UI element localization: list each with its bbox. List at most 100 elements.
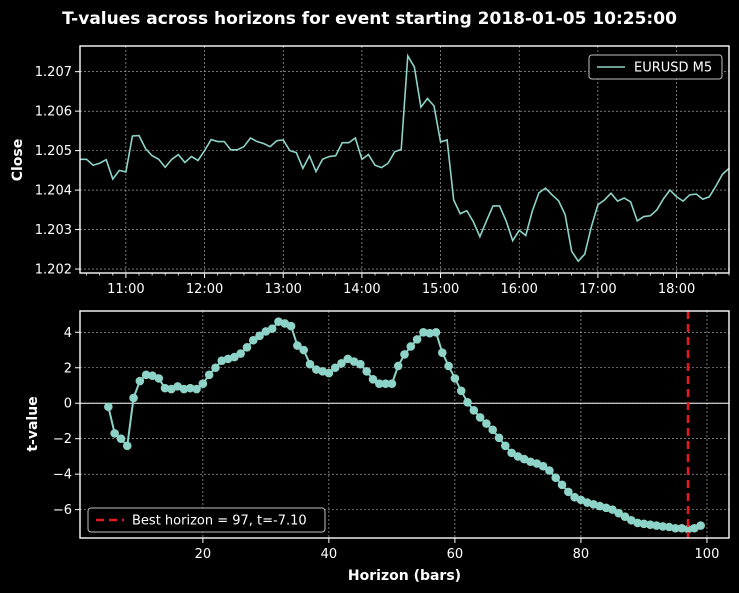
bottom-y-tick-label: −6 <box>53 503 72 518</box>
top-x-tick-label: 17:00 <box>579 282 616 297</box>
tvalue-point <box>337 359 346 368</box>
tvalue-point <box>400 350 409 359</box>
top-axes-frame <box>79 45 730 274</box>
top-x-tick-label: 15:00 <box>422 282 459 297</box>
tvalue-point <box>299 345 308 355</box>
tvalue-point <box>179 384 189 394</box>
tvalue-point <box>475 413 485 422</box>
tvalue-point <box>362 367 371 376</box>
bottom-x-tick-label: 80 <box>573 547 590 562</box>
tvalue-point <box>236 349 245 358</box>
tvalue-point <box>456 386 466 396</box>
tvalue-point <box>494 433 504 443</box>
tvalue-point <box>204 370 214 380</box>
tvalue-point <box>356 359 365 369</box>
bottom-y-tick-label: −4 <box>53 468 72 483</box>
tvalue-point <box>419 327 428 337</box>
tvalue-markers <box>104 317 705 534</box>
tvalue-point <box>444 361 453 371</box>
bottom-legend-label: Best horizon = 97, t=-7.10 <box>132 514 307 529</box>
top-y-tick-label: 1.205 <box>35 144 72 159</box>
tvalue-point <box>501 441 510 451</box>
tvalue-point <box>141 370 151 380</box>
tvalue-point <box>255 331 264 341</box>
tvalue-point <box>412 335 422 344</box>
tvalue-point <box>645 520 655 529</box>
tvalue-point <box>545 466 554 475</box>
series-line-eurusd-m5 <box>80 53 730 263</box>
tvalue-point <box>639 519 649 529</box>
tvalue-point <box>160 383 170 393</box>
tvalue-point <box>192 384 201 394</box>
top-y-tick-label: 1.207 <box>35 65 72 80</box>
tvalue-point <box>671 523 680 533</box>
tvalue-point <box>129 393 138 403</box>
tvalue-point <box>507 448 516 458</box>
top-y-axis-label: Close <box>10 139 26 182</box>
tvalue-point <box>557 480 567 490</box>
top-x-axis-ticks: 11:00 12:00 13:00 14:00 15:00 16:00 17:00 18:00 <box>86 273 730 297</box>
tvalue-point <box>330 363 340 373</box>
top-legend-label: EURUSD M5 <box>634 61 712 76</box>
tvalue-point <box>425 328 435 338</box>
top-x-tick-label: 16:00 <box>500 282 537 297</box>
tvalue-point <box>633 518 642 528</box>
tvalue-point <box>564 487 573 497</box>
bottom-y-axis-label: t-value <box>25 396 41 451</box>
top-price-panel: 11:00 12:00 13:00 14:00 15:00 16:00 17:00 18:00… <box>10 45 730 297</box>
top-y-tick-label: 1.206 <box>35 105 72 120</box>
bottom-y-tick-label: 0 <box>64 397 72 412</box>
top-legend: EURUSD M5 <box>588 54 723 80</box>
bottom-x-tick-label: 40 <box>321 547 338 562</box>
tvalue-point <box>110 429 119 438</box>
tvalue-point <box>608 505 617 514</box>
bottom-x-axis-label: Horizon (bars) <box>348 568 461 584</box>
bottom-x-tick-label: 20 <box>195 547 212 562</box>
tvalue-point <box>450 374 460 383</box>
tvalue-point <box>393 361 403 371</box>
tvalue-point <box>230 352 239 362</box>
tvalue-point <box>104 402 113 412</box>
bottom-y-tick-label: 2 <box>64 361 72 376</box>
tvalue-point <box>185 383 195 393</box>
tvalue-point <box>677 523 687 533</box>
tvalue-point <box>293 341 302 350</box>
tvalue-point <box>488 425 498 435</box>
bottom-x-tick-label: 100 <box>695 547 720 562</box>
tvalue-point <box>406 342 416 351</box>
tvalue-point <box>438 348 447 357</box>
bottom-legend: Best horizon = 97, t=-7.10 <box>87 507 326 533</box>
tvalue-point <box>368 374 378 384</box>
tvalue-point <box>122 441 132 451</box>
bottom-y-axis-ticks: −6 −4 −2 0 2 4 <box>53 326 80 518</box>
tvalue-point <box>658 522 668 531</box>
tvalue-point <box>248 335 258 345</box>
bottom-y-tick-label: 4 <box>64 326 72 341</box>
tvalue-point <box>198 379 208 389</box>
tvalue-point <box>116 434 126 443</box>
top-x-tick-label: 11:00 <box>107 282 144 297</box>
bottom-axes-frame <box>79 310 730 539</box>
bottom-x-axis-ticks: 20 40 60 80 100 <box>195 538 720 562</box>
tvalue-point <box>551 473 561 483</box>
tvalue-point <box>242 343 252 352</box>
bottom-x-tick-label: 60 <box>447 547 464 562</box>
top-x-tick-label: 13:00 <box>264 282 301 297</box>
tvalue-point <box>431 327 441 337</box>
tvalue-point <box>683 524 693 534</box>
top-x-tick-label: 14:00 <box>343 282 380 297</box>
tvalue-point <box>154 374 164 383</box>
top-y-tick-label: 1.202 <box>35 263 72 278</box>
top-y-tick-label: 1.204 <box>35 184 72 199</box>
top-legend-box <box>588 54 723 80</box>
top-y-axis-ticks: 1.202 1.203 1.204 1.205 1.206 1.207 <box>35 65 80 278</box>
bottom-legend-box <box>87 507 326 533</box>
tvalue-point <box>387 379 397 389</box>
tvalue-point <box>286 321 296 331</box>
tvalue-point <box>696 521 705 530</box>
tvalue-point <box>614 508 624 518</box>
tvalue-point <box>305 359 315 369</box>
chart-title: T-values across horizons for event start… <box>62 9 677 29</box>
tvalue-point <box>463 398 472 407</box>
